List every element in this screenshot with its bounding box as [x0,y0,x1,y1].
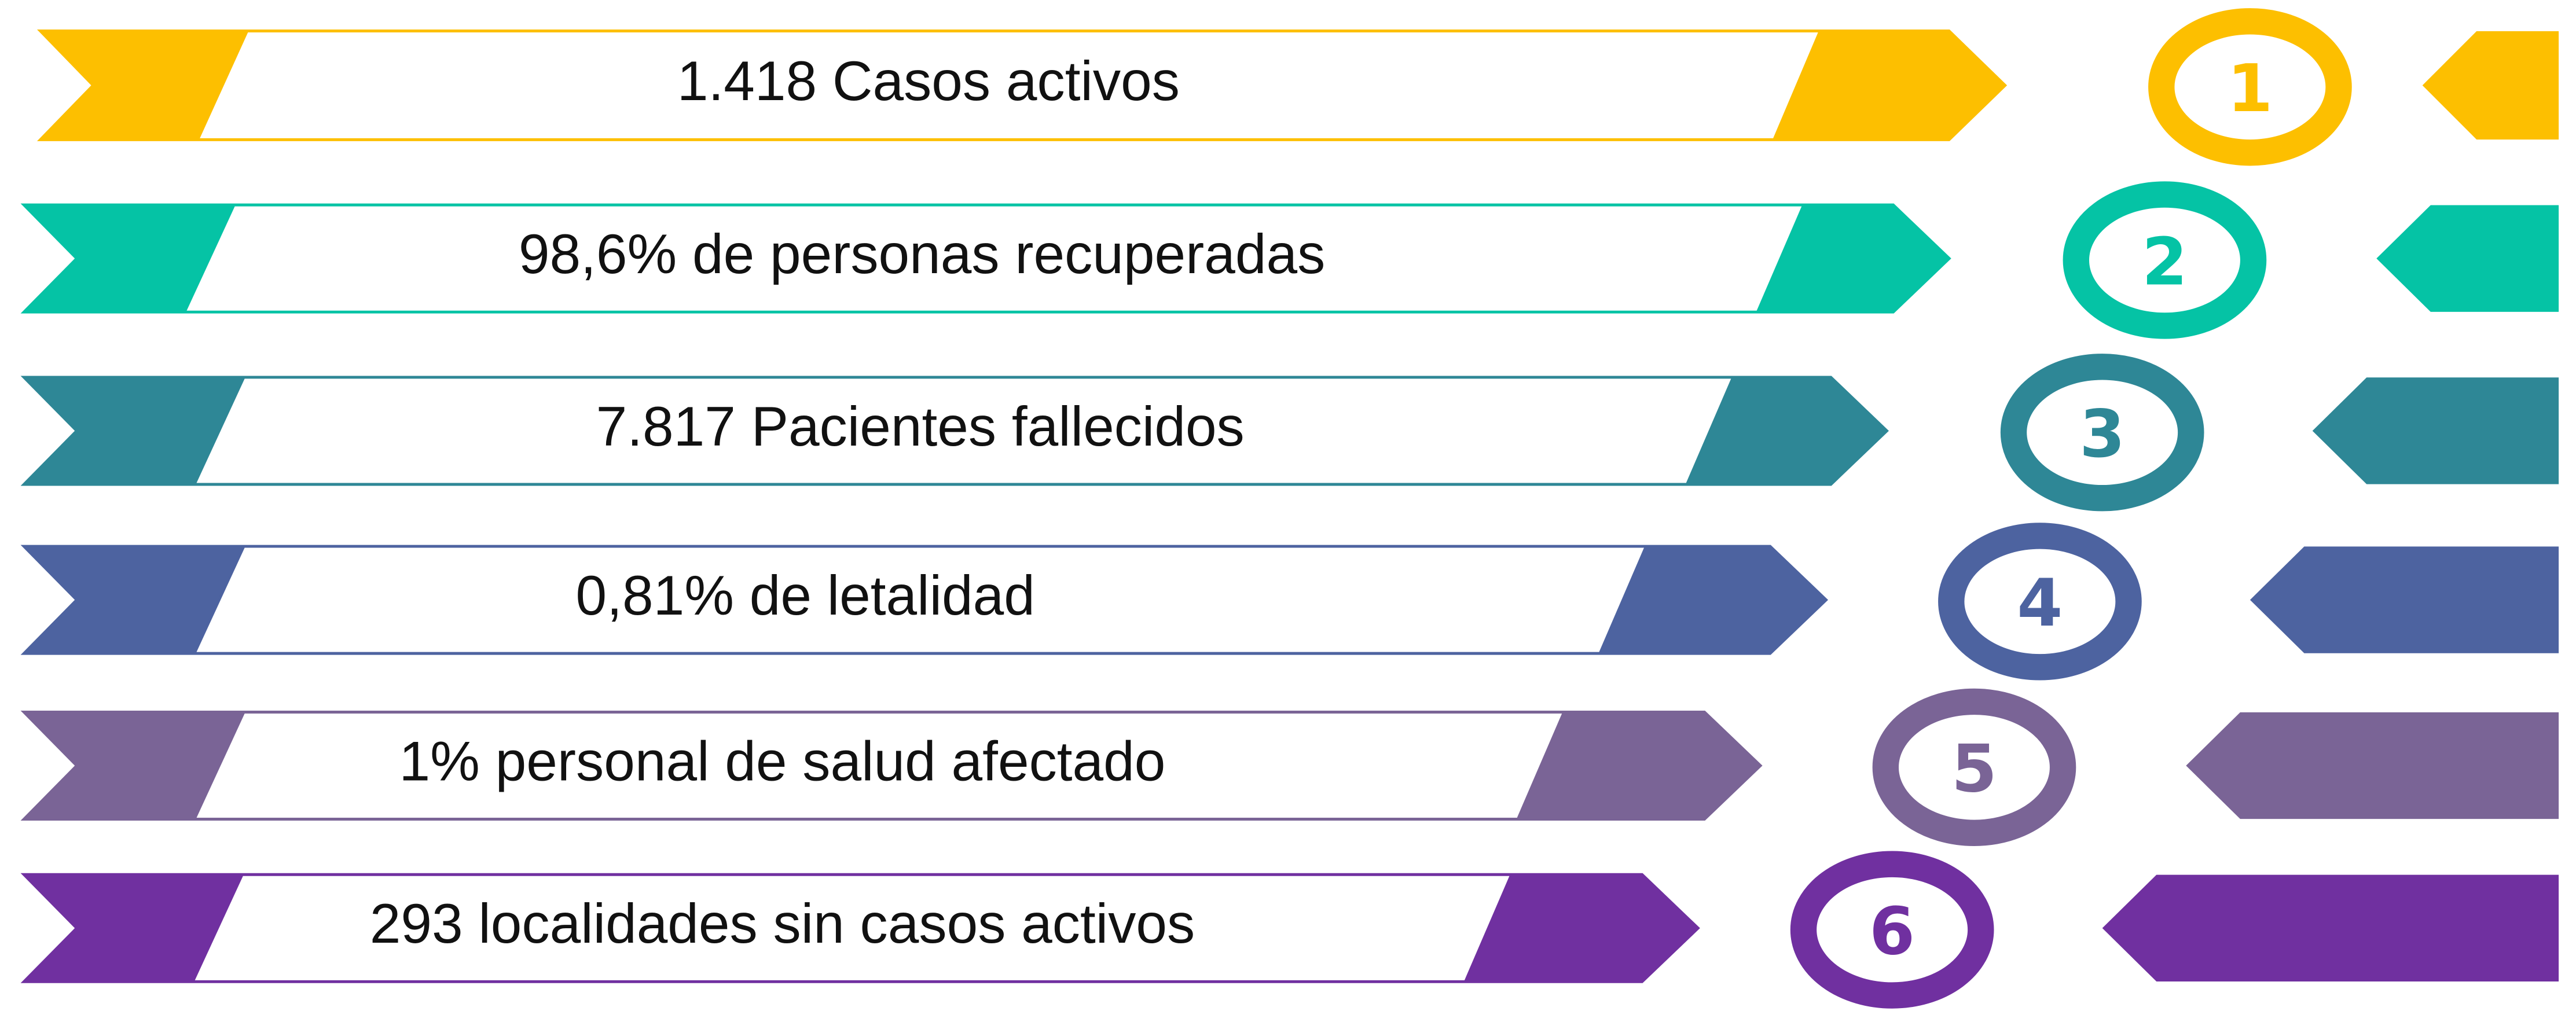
ribbon-label-box [191,873,1513,983]
ribbon-label-box [196,30,1822,141]
number-ring [1872,688,2076,846]
number: 5 [1951,731,1997,807]
ribbon-label-box [192,711,1566,821]
number-ring [1790,851,1994,1009]
ribbon-label: 293 localidades sin casos activos [370,893,1195,955]
tab [2376,205,2559,312]
ribbon-label-box [192,376,1735,486]
number: 3 [2079,396,2125,472]
number-ring [1938,523,2142,681]
number: 6 [1869,893,1915,969]
number-ring [2148,8,2352,166]
ribbon-label: 1.418 Casos activos [677,50,1180,112]
ribbon-label: 7.817 Pacientes fallecidos [596,396,1245,458]
ribbon-label: 0,81% de letalidad [576,565,1035,627]
number-ring [2000,354,2204,512]
ribbon-label: 1% personal de salud afectado [399,730,1166,792]
number: 2 [2142,223,2188,300]
tab [2250,546,2559,653]
number: 1 [2227,50,2273,127]
ribbon-label-box [182,204,1806,313]
tab [2422,31,2559,140]
tab [2186,712,2559,819]
number-ring [2063,181,2267,339]
ribbon-label-box [192,545,1648,655]
ribbon-label: 98,6% de personas recuperadas [519,223,1325,285]
number: 4 [2017,565,2063,641]
tab [2102,874,2559,981]
tab [2312,377,2559,484]
